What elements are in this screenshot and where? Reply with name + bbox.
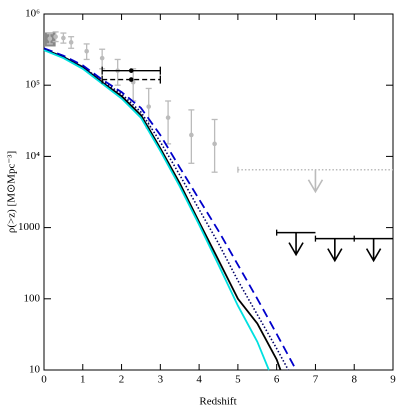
limit-arrow [365,238,382,263]
series-line [43,47,297,371]
x-tick-label: 9 [390,374,396,386]
x-tick-label: 2 [119,374,125,386]
data-point [84,48,89,54]
y-tick-label: 100 [24,292,41,304]
x-tick-label: 1 [80,374,86,386]
data-point [61,35,66,41]
y-tick-label: 10⁶ [25,8,40,20]
data-point [128,68,134,73]
plot-frame [43,13,394,371]
data-point [99,55,105,61]
x-axis-label: Redshift [199,396,236,408]
x-tick-label: 5 [235,374,241,386]
data-point [165,115,171,120]
series-line [43,49,270,371]
limit-arrow [288,232,304,257]
y-tick-label: 1000 [18,221,41,233]
y-tick-label: 10 [29,364,41,376]
data-point [212,141,217,147]
data-point [53,34,58,39]
x-tick-label: 3 [158,374,164,386]
x-tick-label: 8 [351,374,357,386]
x-tick-label: 6 [274,374,280,386]
y-axis-label: ρ(>z) [M⊙Mpc⁻³] [6,151,18,233]
x-tick-label: 4 [196,374,202,386]
limit-arrow [307,169,324,194]
data-point [146,104,151,109]
series-line [43,48,282,371]
limit-arrow [327,238,343,263]
series-line [43,48,290,371]
y-tick-label: 10⁴ [25,150,40,162]
data-point [47,36,53,41]
data-point [128,77,134,82]
x-tick-label: 7 [313,374,319,386]
data-point [189,132,194,138]
x-tick-label: 0 [41,374,47,386]
data-point [68,40,74,45]
y-tick-label: 10⁵ [25,79,40,91]
